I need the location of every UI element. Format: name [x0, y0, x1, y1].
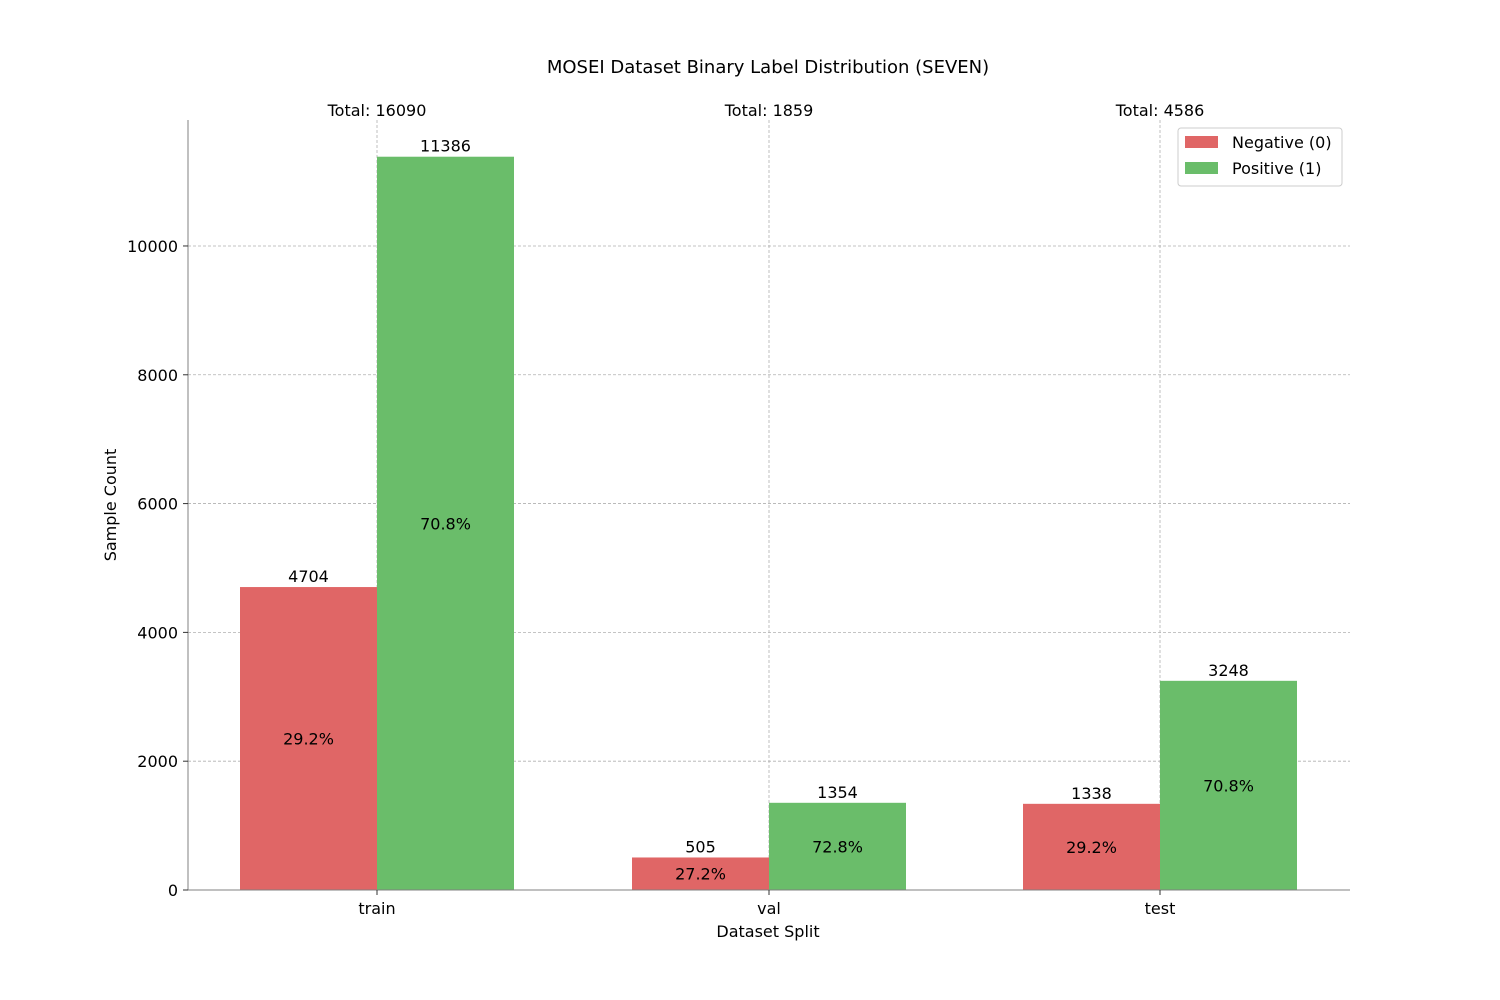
- percent-label: 27.2%: [675, 865, 726, 884]
- bar-positive: [377, 156, 514, 890]
- value-label: 11386: [420, 137, 471, 156]
- legend-label: Negative (0): [1232, 133, 1332, 152]
- x-tick-label: test: [1145, 899, 1176, 918]
- x-ticks: train val test: [358, 890, 1175, 918]
- y-ticks: 0 2000 4000 6000 8000 10000: [127, 237, 188, 900]
- y-tick-label: 10000: [127, 237, 178, 256]
- percent-label: 70.8%: [1203, 776, 1254, 795]
- value-label: 1338: [1071, 784, 1112, 803]
- total-labels: Total: 16090 Total: 1859 Total: 4586: [327, 101, 1205, 120]
- y-tick-label: 2000: [137, 752, 178, 771]
- y-axis-label: Sample Count: [101, 449, 120, 562]
- x-tick-label: val: [757, 899, 781, 918]
- value-label: 4704: [288, 567, 329, 586]
- percent-label: 29.2%: [1066, 838, 1117, 857]
- bar-negative: [240, 587, 377, 890]
- y-tick-label: 8000: [137, 366, 178, 385]
- value-label: 1354: [817, 783, 858, 802]
- percent-label: 29.2%: [283, 730, 334, 749]
- x-tick-label: train: [358, 899, 395, 918]
- y-tick-label: 6000: [137, 495, 178, 514]
- x-axis-label: Dataset Split: [716, 922, 819, 941]
- bars: [240, 156, 1297, 890]
- bar-positive: [1160, 680, 1297, 890]
- total-label: Total: 16090: [327, 101, 427, 120]
- data-labels: 4704 29.2% 505 27.2% 1338 29.2% 11386 70.8% 1354…: [283, 137, 1254, 884]
- legend-swatch: [1185, 162, 1218, 174]
- percent-label: 70.8%: [420, 514, 471, 533]
- bar-negative: [1023, 803, 1160, 890]
- total-label: Total: 4586: [1115, 101, 1205, 120]
- legend-box: [1177, 127, 1343, 187]
- legend-swatch: [1185, 136, 1218, 148]
- y-tick-label: 0: [168, 881, 178, 900]
- bar-negative: [632, 857, 769, 890]
- legend-label: Positive (1): [1232, 159, 1321, 178]
- total-label: Total: 1859: [724, 101, 814, 120]
- legend: Negative (0) Positive (1): [1177, 127, 1343, 187]
- value-label: 505: [685, 837, 716, 856]
- chart-title: MOSEI Dataset Binary Label Distribution …: [547, 57, 989, 78]
- value-label: 3248: [1208, 661, 1249, 680]
- y-tick-label: 4000: [137, 623, 178, 642]
- percent-label: 72.8%: [812, 837, 863, 856]
- bar-positive: [769, 802, 906, 890]
